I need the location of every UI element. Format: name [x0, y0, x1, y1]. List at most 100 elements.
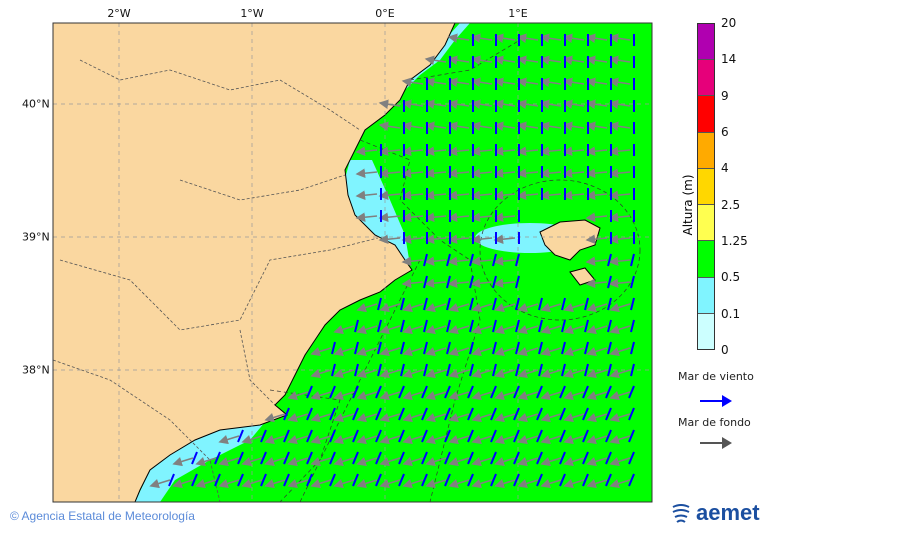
- swell-arrow: [585, 234, 608, 244]
- swell-arrow: [585, 146, 608, 156]
- wind-sea-arrow: [423, 253, 428, 267]
- wind-sea-arrow: [538, 363, 543, 377]
- wind-sea-arrow: [283, 429, 290, 443]
- wind-sea-arrow: [375, 451, 382, 465]
- color-bar-segment: [698, 96, 714, 133]
- swell-arrow: [310, 390, 332, 401]
- wind-sea-arrow: [536, 385, 543, 399]
- color-bar-segment: [698, 313, 714, 349]
- swell-arrow: [424, 77, 447, 87]
- wind-sea-arrow: [582, 451, 589, 465]
- swell-arrow: [540, 368, 562, 379]
- color-bar-segment: [698, 132, 714, 169]
- swell-arrow: [333, 368, 355, 379]
- wind-sea-arrow: [214, 473, 221, 487]
- wind-sea-arrow: [352, 451, 359, 465]
- swell-arrow: [608, 121, 631, 131]
- wind-sea-arrow: [607, 363, 612, 377]
- lat-tick: 40°N: [22, 97, 50, 111]
- wind-sea-arrow: [630, 319, 635, 333]
- swell-arrow: [470, 234, 493, 244]
- swell-arrow: [563, 412, 585, 423]
- swell-arrow: [608, 146, 631, 156]
- wind-sea-arrow: [561, 297, 566, 311]
- swell-arrow: [539, 146, 562, 156]
- wind-sea-arrow: [444, 385, 451, 399]
- wind-sea-arrow: [628, 429, 635, 443]
- swell-arrow: [471, 478, 493, 489]
- swell-arrow: [333, 412, 355, 423]
- swell-arrow: [401, 146, 424, 156]
- swell-arrow: [425, 412, 447, 423]
- swell-arrow: [494, 412, 516, 423]
- wind-sea-arrow: [559, 451, 566, 465]
- swell-arrow: [448, 302, 470, 313]
- swell-arrow: [448, 368, 470, 379]
- swell-arrow: [195, 478, 217, 489]
- swell-arrow: [470, 190, 493, 200]
- swell-arrow: [585, 99, 608, 109]
- swell-arrow: [447, 278, 470, 288]
- swell-arrow: [517, 346, 539, 357]
- wind-sea-arrow: [306, 451, 313, 465]
- swell-arrow: [471, 412, 493, 423]
- swell-arrow: [585, 256, 608, 266]
- lon-tick: 2°W: [107, 7, 131, 20]
- swell-arrow: [425, 302, 447, 313]
- swell-arrow: [425, 368, 447, 379]
- wind-sea-arrow: [421, 407, 428, 421]
- wind-sea-arrow: [515, 363, 520, 377]
- swell-arrow: [608, 234, 631, 244]
- swell-arrow: [539, 168, 562, 178]
- swell-arrow: [424, 190, 447, 200]
- swell-arrow: [424, 55, 447, 65]
- swell-arrow: [539, 77, 562, 87]
- wind-sea-arrow: [306, 429, 313, 443]
- wind-sea-arrow: [536, 429, 543, 443]
- wind-sea-arrow: [444, 451, 451, 465]
- swell-arrow: [586, 390, 608, 401]
- swell-arrow: [470, 278, 493, 288]
- swell-arrow: [333, 434, 355, 445]
- swell-arrow: [447, 55, 470, 65]
- swell-arrow: [402, 368, 424, 379]
- swell-arrow: [264, 478, 286, 489]
- swell-arrow: [425, 346, 447, 357]
- swell-arrow: [401, 256, 424, 266]
- wind-sea-arrow: [605, 429, 612, 443]
- swell-arrow: [355, 168, 378, 178]
- wind-sea-arrow: [260, 429, 267, 443]
- swell-arrow: [470, 99, 493, 109]
- swell-arrow: [378, 234, 401, 244]
- swell-arrow: [493, 168, 516, 178]
- color-bar-segment: [698, 24, 714, 61]
- swell-arrow: [195, 456, 217, 467]
- wind-sea-arrow: [538, 341, 543, 355]
- swell-arrow: [447, 121, 470, 131]
- land-area: [53, 23, 456, 502]
- wind-sea-arrow: [561, 363, 566, 377]
- wind-sea-label: Mar de viento: [678, 370, 754, 383]
- wind-sea-arrow: [306, 473, 313, 487]
- swell-arrow: [608, 77, 631, 87]
- swell-arrow: [517, 434, 539, 445]
- lon-tick: 1°E: [508, 7, 528, 20]
- swell-arrow: [516, 77, 539, 87]
- swell-arrow: [585, 33, 608, 43]
- swell-arrow: [310, 368, 332, 379]
- wind-sea-arrow: [191, 473, 198, 487]
- swell-arrow: [424, 99, 447, 109]
- swell-arrow: [516, 55, 539, 65]
- swell-arrow: [493, 99, 516, 109]
- swell-arrow: [517, 302, 539, 313]
- wind-sea-arrow: [605, 385, 612, 399]
- swell-arrow: [493, 234, 516, 244]
- wind-sea-arrow: [352, 473, 359, 487]
- swell-arrow: [470, 256, 493, 266]
- swell-arrow: [401, 212, 424, 222]
- swell-arrow: [241, 478, 263, 489]
- wind-sea-arrow: [628, 473, 635, 487]
- swell-arrow: [586, 302, 608, 313]
- wind-sea-arrow: [469, 253, 474, 267]
- wind-sea-arrow: [400, 341, 405, 355]
